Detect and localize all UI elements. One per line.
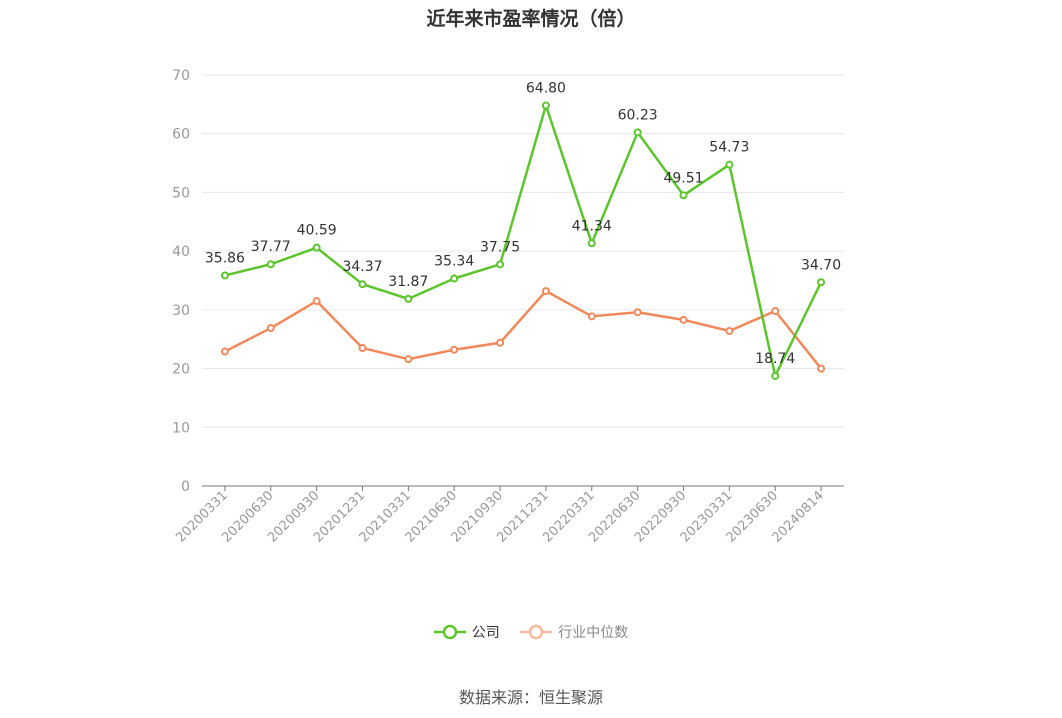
data-label: 64.80	[526, 81, 566, 97]
data-point-company	[450, 274, 459, 283]
data-label: 31.87	[388, 274, 428, 290]
data-point-industry-median	[220, 347, 229, 356]
series-line-company	[224, 104, 823, 378]
data-point-company	[266, 260, 275, 269]
y-tick-label: 60	[172, 127, 190, 143]
legend-company-icon	[433, 624, 466, 640]
data-label: 35.34	[434, 254, 474, 270]
data-point-industry-median	[633, 308, 642, 317]
data-point-industry-median	[725, 326, 734, 335]
data-point-industry-median	[587, 312, 596, 321]
series-line-industry-median	[224, 289, 823, 370]
legend: 公司 行业中位数	[0, 622, 1062, 644]
data-label: 18.74	[755, 351, 795, 367]
data-point-company	[587, 239, 596, 248]
y-tick-label: 50	[172, 185, 190, 201]
data-point-company	[358, 280, 367, 289]
data-label: 37.75	[480, 239, 520, 255]
legend-label-company: 公司	[471, 625, 500, 641]
data-point-company	[541, 101, 550, 110]
y-tick-label: 30	[172, 303, 190, 319]
y-tick-label: 0	[181, 479, 190, 495]
y-tick-label: 10	[172, 420, 190, 436]
data-label: 40.59	[297, 223, 337, 239]
legend-item-company[interactable]: 公司	[433, 622, 500, 642]
data-point-industry-median	[312, 297, 321, 306]
data-point-industry-median	[450, 345, 459, 354]
data-point-industry-median	[358, 344, 367, 353]
data-label: 34.70	[801, 257, 841, 273]
data-label: 60.23	[618, 107, 658, 123]
data-point-company	[679, 191, 688, 200]
data-point-company	[633, 128, 642, 137]
data-point-industry-median	[817, 364, 826, 373]
data-point-company	[312, 243, 321, 252]
data-point-industry-median	[266, 324, 275, 333]
data-label: 54.73	[709, 140, 749, 156]
data-label: 35.86	[205, 250, 245, 266]
data-label: 49.51	[663, 170, 703, 186]
y-tick-label: 70	[172, 68, 190, 84]
data-point-industry-median	[771, 307, 780, 316]
data-label: 41.34	[572, 218, 612, 234]
data-point-company	[220, 271, 229, 280]
chart-title: 近年来市盈率情况（倍）	[426, 8, 636, 30]
line-chart: 0102030405060702020033120200630202009302…	[172, 68, 844, 546]
legend-industry-icon	[520, 624, 553, 640]
legend-label-industry-median: 行业中位数	[558, 625, 629, 641]
data-point-company	[725, 160, 734, 169]
data-label: 34.37	[342, 259, 382, 275]
data-point-company	[771, 371, 780, 380]
data-point-company	[404, 294, 413, 303]
y-tick-label: 40	[172, 244, 190, 260]
y-tick-label: 20	[172, 362, 190, 378]
data-source: 数据来源：恒生聚源	[458, 688, 603, 707]
data-point-industry-median	[404, 355, 413, 364]
legend-item-industry-median[interactable]: 行业中位数	[520, 622, 628, 642]
data-point-company	[817, 278, 826, 287]
data-label: 37.77	[251, 239, 291, 255]
data-point-company	[496, 260, 505, 269]
data-point-industry-median	[541, 287, 550, 296]
data-point-industry-median	[679, 315, 688, 324]
data-point-industry-median	[496, 338, 505, 347]
